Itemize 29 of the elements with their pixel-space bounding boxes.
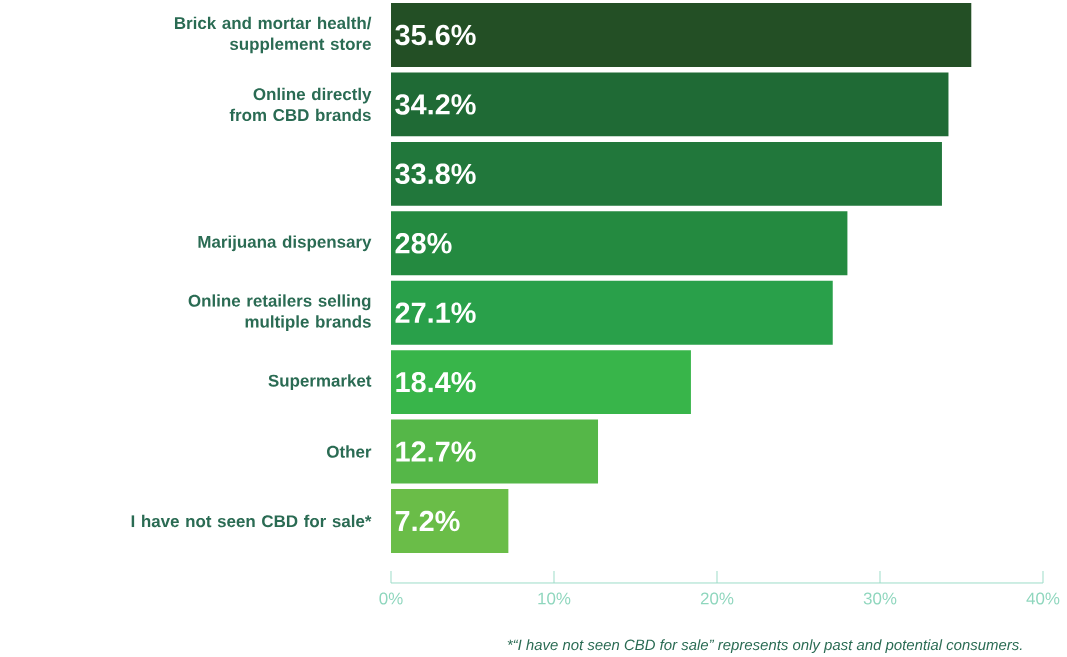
y-tick-label: Supermarket (268, 374, 372, 391)
data-label: 33.8% (395, 163, 476, 185)
bar (391, 211, 848, 276)
y-tick-label: Online directly from CBD brands (229, 87, 372, 122)
y-tick-label: Marijuana dispensary (198, 235, 372, 252)
x-tick-label: 20% (700, 592, 734, 605)
bar (391, 141, 942, 206)
y-tick-label: I have not seen CBD for sale* (131, 514, 372, 528)
x-tick-label: 30% (863, 592, 897, 605)
bar (391, 489, 509, 553)
bar (391, 350, 691, 415)
x-tick-label: 40% (1026, 592, 1060, 605)
x-tick-label: 10% (538, 592, 571, 605)
y-tick-label: Online retailers selling multiple brands (188, 294, 371, 332)
bar (391, 72, 949, 137)
y-tick-label: Other (327, 445, 372, 458)
data-label: 7.2% (395, 510, 460, 532)
data-label: 35.6% (395, 24, 476, 46)
bar (391, 3, 972, 67)
bar (391, 419, 599, 484)
text: *“I have not seen CBD for sale” represents only past and potential consumers. (507, 639, 1022, 654)
x-tick-label: 0% (379, 592, 403, 605)
bar (391, 280, 833, 345)
data-label: 12.7% (396, 441, 476, 462)
data-label: 18.4% (396, 371, 476, 393)
data-label: 27.1% (395, 302, 476, 323)
data-label: 34.2% (395, 94, 476, 115)
data-label: 28% (395, 233, 452, 254)
y-tick-label: Brick and mortar health/ supplement store (174, 16, 372, 54)
